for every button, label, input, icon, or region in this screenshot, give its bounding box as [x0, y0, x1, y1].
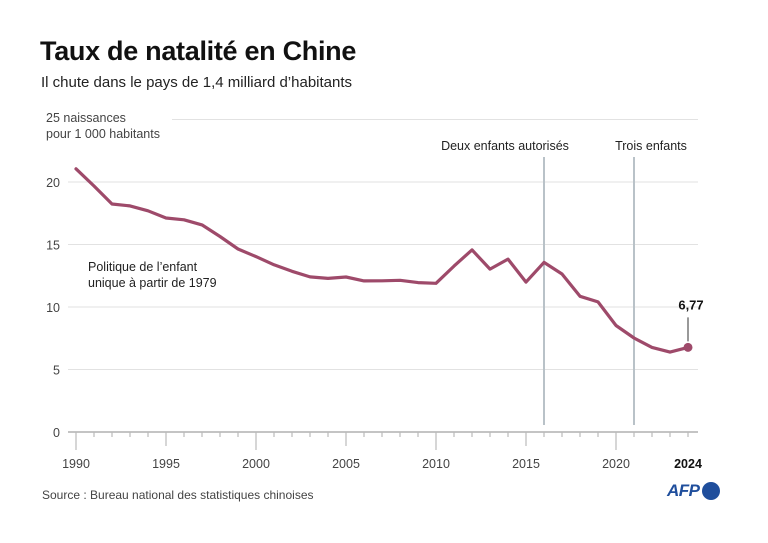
y-unit-line-1: 25 naissances — [46, 111, 126, 125]
event-lines — [543, 157, 635, 425]
y-axis-unit-label: 25 naissances pour 1 000 habitants — [46, 110, 160, 142]
x-tick-label: 2015 — [512, 457, 540, 471]
x-tick-label: 2020 — [602, 457, 630, 471]
x-tick-label: 2010 — [422, 457, 450, 471]
y-tick-label: 10 — [46, 301, 60, 315]
series-layer — [74, 167, 690, 354]
annotations: Deux enfants autorisés Trois enfants Polit… — [88, 139, 704, 352]
x-tick-label: 2000 — [242, 457, 270, 471]
event-label: Trois enfants — [615, 139, 687, 153]
y-tick-label: 5 — [53, 364, 60, 378]
x-tick-label: 2005 — [332, 457, 360, 471]
afp-logo-text: AFP — [667, 481, 700, 500]
x-axis: 1990 1995 2000 2005 2010 2015 2020 2024 — [62, 431, 702, 471]
policy-annotation-line-1: Politique de l’enfant — [88, 260, 198, 274]
y-tick-label: 20 — [46, 176, 60, 190]
afp-logo-dot-icon — [701, 482, 720, 500]
event-label: Deux enfants autorisés — [441, 139, 569, 153]
policy-annotation-line-2: unique à partir de 1979 — [88, 276, 217, 290]
y-tick-label: 15 — [46, 239, 60, 253]
series-line — [74, 167, 690, 354]
y-tick-label: 0 — [53, 426, 60, 440]
y-unit-line-2: pour 1 000 habitants — [46, 127, 160, 141]
chart-title: Taux de natalité en Chine — [40, 36, 357, 66]
x-tick-label: 2024 — [674, 457, 702, 471]
endpoint-marker — [683, 342, 693, 352]
gridlines — [68, 119, 698, 370]
source-note: Source : Bureau national des statistique… — [42, 488, 314, 502]
x-tick-label: 1995 — [152, 457, 180, 471]
afp-logo: AFP — [667, 481, 720, 501]
x-tick-label: 1990 — [62, 457, 90, 471]
y-axis-ticks: 5 10 15 20 0 — [46, 176, 60, 440]
endpoint-value-label: 6,77 — [678, 297, 703, 312]
chart-subtitle: Il chute dans le pays de 1,4 milliard d’… — [41, 74, 353, 91]
